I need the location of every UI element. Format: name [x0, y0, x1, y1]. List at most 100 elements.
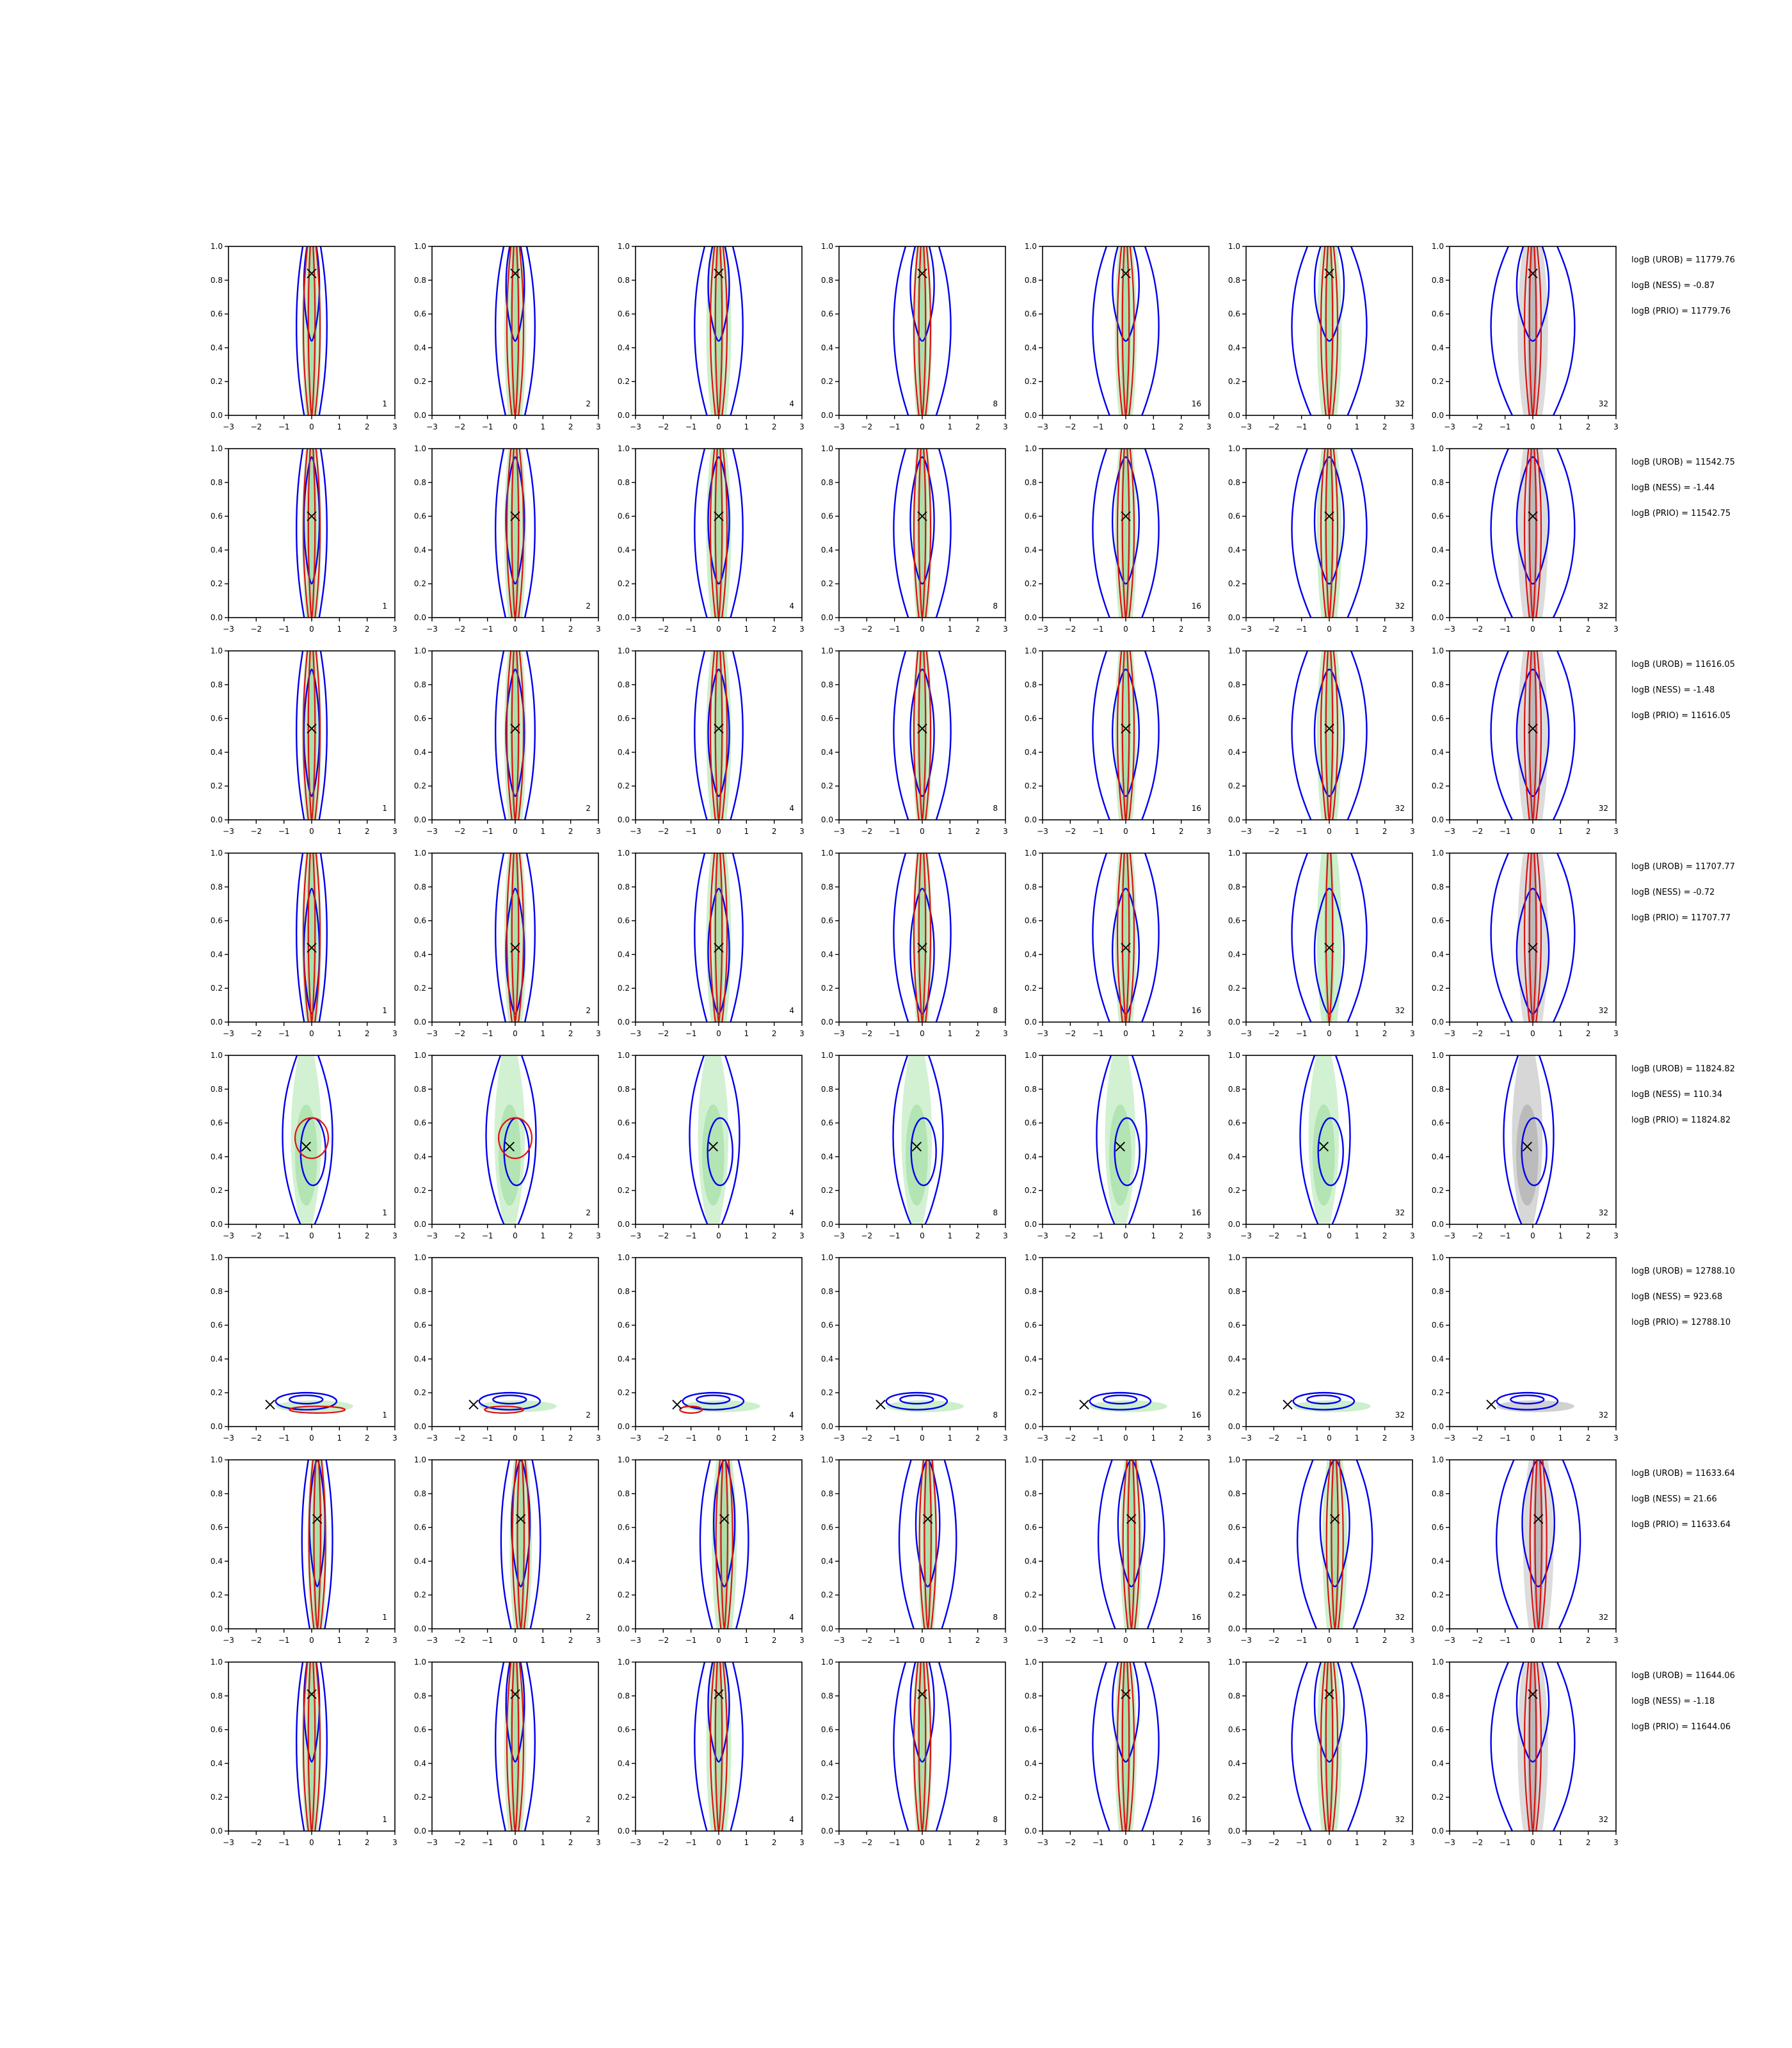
x-tick-label: −3 [1240, 1636, 1252, 1645]
plot-panel: −3 −2 −1 0 1 2 3 0.0 0.2 0.4 0.6 0.8 1.0 32 [1432, 849, 1619, 1038]
x-tick-label: −1 [1092, 1434, 1104, 1443]
x-tick-label: 0 [1530, 827, 1535, 836]
x-tick-label: 2 [1382, 827, 1388, 836]
blue-contour-inner [1111, 1662, 1140, 1763]
density-fill-outer [504, 449, 527, 618]
x-tick-label: 1 [1355, 1231, 1360, 1240]
plot-panel: −3 −2 −1 0 1 2 3 0.0 0.2 0.4 0.6 0.8 1.0 16 [1025, 242, 1212, 431]
x-tick-label: 2 [568, 1231, 573, 1240]
truth-marker [714, 511, 724, 522]
truth-marker [504, 1141, 515, 1152]
density-fill-outer [301, 449, 322, 618]
x-tick-label: 0 [920, 1029, 925, 1038]
y-tick-label: 0.0 [821, 1827, 833, 1836]
truth-marker [1528, 943, 1538, 953]
y-tick-label: 0.0 [1228, 613, 1240, 622]
y-tick-label: 0.0 [618, 411, 630, 420]
panel-contours [1496, 1392, 1574, 1412]
x-tick-label: −2 [1064, 1636, 1076, 1645]
y-tick-label: 0.4 [1432, 950, 1444, 959]
x-tick-label: −3 [1444, 1029, 1455, 1038]
logb-annotation: logB (NESS) = -0.72 [1631, 888, 1715, 897]
plot-panel: −3 −2 −1 0 1 2 3 0.0 0.2 0.4 0.6 0.8 1.0 2 [414, 242, 601, 431]
red-contour-outer [1116, 1662, 1135, 1831]
panel-contours [494, 651, 536, 820]
red-contour-outer [709, 1662, 728, 1831]
x-tick-label: 2 [1586, 1636, 1591, 1645]
truth-marker [1522, 1141, 1532, 1152]
x-tick-label: 0 [309, 1434, 314, 1443]
panel-count-label: 2 [586, 1815, 591, 1824]
x-tick-label: −1 [482, 1838, 493, 1847]
x-tick-label: 0 [1530, 1029, 1535, 1038]
y-tick-label: 0.2 [1228, 1590, 1240, 1599]
y-tick-label: 0.6 [1228, 512, 1240, 521]
y-tick-label: 0.0 [821, 1624, 833, 1633]
x-tick-label: 0 [1327, 1636, 1332, 1645]
red-contour-outer [1325, 1460, 1344, 1629]
truth-marker [923, 1514, 933, 1524]
density-fill-inner [295, 1104, 317, 1206]
y-tick-label: 0.0 [618, 1018, 630, 1027]
y-tick-label: 0.6 [618, 916, 630, 925]
blue-contour-outer [898, 1460, 957, 1629]
y-tick-label: 0.6 [1228, 1725, 1240, 1734]
x-tick-label: 2 [1382, 1434, 1388, 1443]
x-tick-label: −3 [833, 1838, 845, 1847]
y-tick-label: 0.2 [211, 1590, 223, 1599]
x-tick-label: 0 [1530, 1231, 1535, 1240]
x-tick-label: −1 [482, 1636, 493, 1645]
logb-annotation: logB (NESS) = -1.44 [1631, 483, 1715, 493]
x-tick-label: −2 [1268, 1231, 1279, 1240]
blue-contour-inner [1516, 668, 1550, 797]
y-tick-label: 0.2 [1025, 781, 1037, 790]
y-tick-label: 0.2 [821, 579, 833, 588]
x-tick-label: −1 [1092, 1029, 1104, 1038]
blue-contour-inner [707, 1117, 733, 1187]
y-tick-label: 0.2 [618, 1388, 630, 1397]
y-tick-label: 0.6 [1025, 1523, 1037, 1532]
x-tick-label: −1 [1500, 1434, 1511, 1443]
y-tick-label: 0.6 [1432, 714, 1444, 723]
y-tick-label: 0.2 [618, 1590, 630, 1599]
x-tick-label: 0 [309, 1029, 314, 1038]
blue-contour-outer [275, 1392, 338, 1411]
x-tick-label: −1 [278, 1636, 290, 1645]
y-tick-label: 0.8 [211, 883, 223, 892]
y-tick-label: 1.0 [821, 1455, 833, 1464]
y-tick-label: 0.8 [1228, 883, 1240, 892]
blue-contour-outer [694, 246, 744, 415]
y-tick-label: 0.4 [414, 950, 426, 959]
x-tick-label: 2 [1586, 625, 1591, 634]
density-fill-outer [706, 853, 732, 1022]
x-tick-label: 3 [1613, 1434, 1619, 1443]
x-tick-label: −3 [426, 1636, 438, 1645]
x-tick-label: 2 [1586, 1434, 1591, 1443]
red-contour-inner [1325, 246, 1334, 415]
panel-contours [1092, 651, 1160, 820]
y-tick-label: 0.8 [414, 1287, 426, 1296]
x-tick-label: −3 [1037, 1434, 1048, 1443]
density-fill-outer [1114, 853, 1137, 1022]
blue-contour-outer [1490, 651, 1576, 820]
x-tick-label: −1 [889, 1434, 900, 1443]
blue-contour-inner [707, 668, 730, 797]
truth-marker [307, 943, 317, 953]
plot-panel: −3 −2 −1 0 1 2 3 0.0 0.2 0.4 0.6 0.8 1.0 8 [821, 1051, 1008, 1240]
x-tick-label: 1 [744, 1029, 749, 1038]
plot-panel: −3 −2 −1 0 1 2 3 0.0 0.2 0.4 0.6 0.8 1.0 2 [414, 1455, 601, 1645]
x-tick-label: −2 [861, 1029, 872, 1038]
y-tick-label: 1.0 [1228, 1455, 1240, 1464]
x-tick-label: 2 [975, 1434, 980, 1443]
x-tick-label: −2 [1471, 1636, 1483, 1645]
y-tick-label: 1.0 [211, 1253, 223, 1262]
blue-contour-outer [1490, 853, 1576, 1022]
y-tick-label: 0.6 [1228, 916, 1240, 925]
y-tick-label: 0.4 [1025, 545, 1037, 554]
x-tick-label: 1 [1151, 1029, 1156, 1038]
y-tick-label: 0.0 [821, 1422, 833, 1431]
y-tick-label: 0.2 [1432, 1793, 1444, 1802]
panel-count-label: 32 [1599, 1411, 1608, 1420]
blue-contour-outer [295, 246, 328, 415]
y-tick-label: 1.0 [1228, 1658, 1240, 1667]
